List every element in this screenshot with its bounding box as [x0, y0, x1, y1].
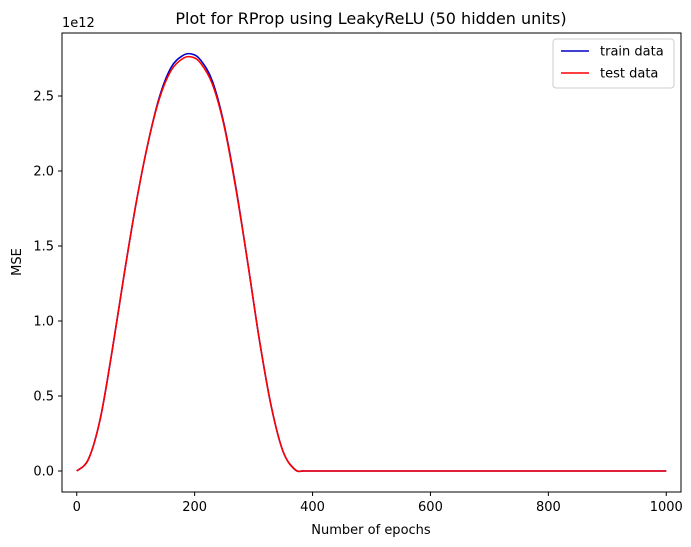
x-tick-label: 200	[182, 500, 207, 515]
legend-label-train-data: train data	[600, 45, 664, 60]
x-axis-title: Number of epochs	[311, 523, 431, 538]
y-axis-title: MSE	[10, 248, 25, 276]
x-tick-label: 400	[300, 500, 325, 515]
y-tick-label: 1.0	[33, 315, 54, 330]
legend: train data test data	[552, 38, 675, 89]
x-axis: 0 200 400 600 800 1000	[73, 492, 683, 515]
x-tick-label: 1000	[650, 500, 683, 515]
x-tick-label: 600	[418, 500, 443, 515]
y-axis: 0.0 0.5 1.0 1.5 2.0 2.5	[33, 90, 62, 480]
plot-frame	[61, 32, 682, 493]
series-layer	[76, 52, 667, 473]
series-line-test-data	[76, 55, 667, 473]
y-tick-label: 2.0	[33, 165, 54, 180]
y-tick-label: 2.5	[33, 90, 54, 105]
y-offset-label: 1e12	[62, 16, 95, 31]
y-tick-label: 0.0	[33, 465, 54, 480]
y-tick-label: 0.5	[33, 390, 54, 405]
x-tick-label: 800	[536, 500, 561, 515]
legend-label-test-data: test data	[600, 67, 658, 82]
series-line-train-data	[76, 52, 667, 473]
chart-title: Plot for RProp using LeakyReLU (50 hidde…	[175, 9, 566, 28]
y-tick-label: 1.5	[33, 240, 54, 255]
x-tick-label: 0	[73, 500, 81, 515]
